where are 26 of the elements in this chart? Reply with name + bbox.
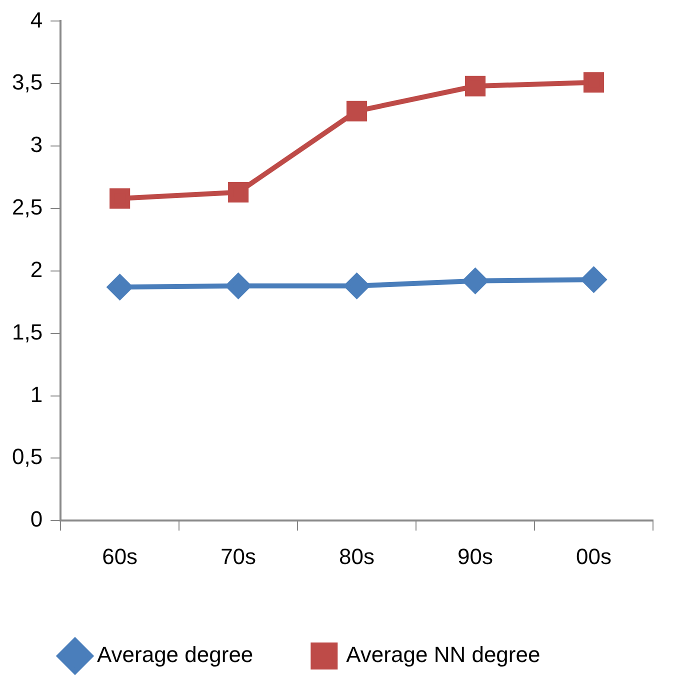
y-tick-label: 0,5 (12, 444, 43, 470)
x-tick-label: 00s (576, 544, 612, 569)
y-tick-label: 2,5 (12, 194, 43, 220)
point (346, 100, 368, 122)
y-tick-label: 3,5 (12, 70, 43, 95)
x-tick-label: 80s (339, 544, 375, 569)
point (583, 72, 604, 93)
y-tick-label: 2 (30, 256, 43, 282)
point (344, 273, 370, 298)
point (462, 268, 488, 294)
point (226, 273, 251, 298)
y-tick-label: 4 (30, 7, 43, 32)
y-tick-label: 3 (30, 132, 43, 158)
x-tick-label: 70s (220, 544, 256, 569)
x-tick-label: 90s (458, 544, 494, 569)
point (228, 182, 249, 203)
point (581, 267, 606, 292)
point (107, 274, 132, 300)
y-tick-label: 0 (30, 506, 43, 532)
y-tick-label: 1,5 (12, 319, 43, 344)
y-tick-label: 1 (30, 382, 43, 407)
legend-label: Average NN degree (346, 642, 540, 668)
point (110, 188, 130, 209)
legend-label: Average degree (97, 642, 254, 668)
x-tick-label: 60s (102, 544, 138, 569)
point (464, 76, 486, 96)
